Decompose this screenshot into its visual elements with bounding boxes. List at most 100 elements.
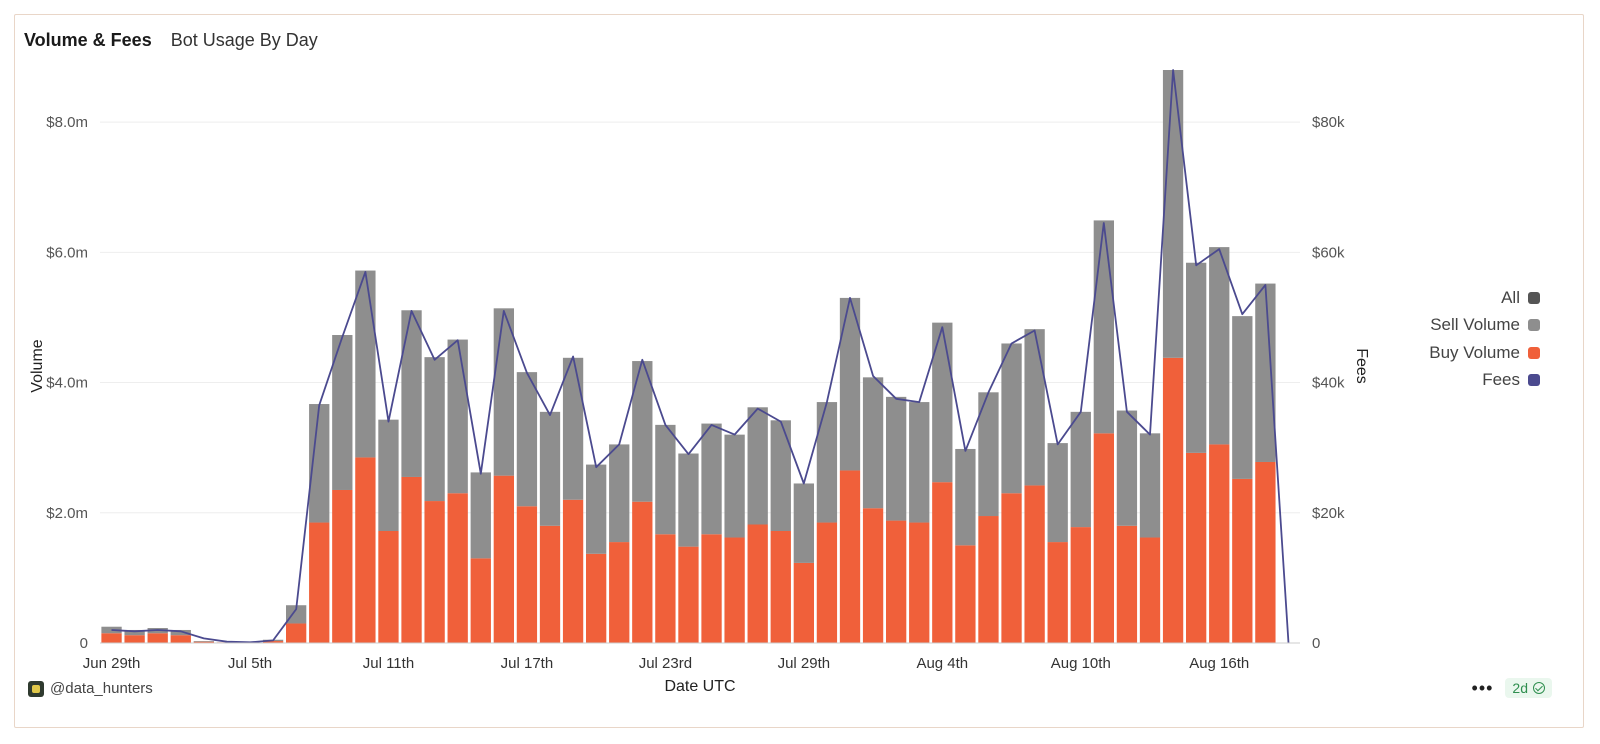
x-tick-label: Jul 17th — [501, 655, 554, 672]
sell-volume-bar — [1209, 247, 1230, 445]
buy-volume-bar — [355, 457, 376, 643]
more-options-button[interactable]: ••• — [1471, 678, 1494, 698]
buy-volume-bar — [539, 525, 561, 643]
fees-line — [111, 69, 1290, 644]
sell-volume-bar — [309, 404, 330, 523]
legend-item-buy-volume[interactable]: Buy Volume — [1429, 339, 1540, 367]
sell-volume-bar — [724, 434, 745, 538]
legend-swatch — [1528, 291, 1540, 304]
buy-volume-bar — [170, 635, 191, 643]
sell-volume-bar — [701, 423, 722, 535]
sell-volume-bar — [839, 297, 861, 471]
buy-volume-bar — [378, 531, 399, 643]
legend-swatch — [1528, 346, 1540, 359]
sell-volume-bar — [539, 411, 561, 526]
author-credit[interactable]: @data_hunters — [28, 680, 153, 697]
sell-volume-bar — [470, 472, 491, 559]
buy-volume-bar — [401, 476, 422, 643]
x-tick-label: Aug 16th — [1189, 655, 1249, 672]
freshness-label: 2d — [1512, 680, 1528, 696]
buy-volume-bar — [1047, 542, 1068, 643]
x-tick-label: Jul 29th — [778, 655, 831, 672]
sell-volume-bar — [609, 444, 630, 543]
sell-volume-bar — [932, 322, 953, 483]
sell-volume-bar — [862, 377, 884, 509]
sell-volume-bar — [586, 464, 607, 554]
fees-line-path — [111, 69, 1290, 644]
legend-item-fees[interactable]: Fees — [1429, 367, 1540, 395]
y-tick-label: $2.0m — [46, 505, 88, 522]
chart-subtitle: Bot Usage By Day — [170, 30, 318, 50]
sell-volume-bar — [1116, 410, 1138, 526]
sell-volume-bar — [170, 629, 191, 636]
buy-volume-bar — [309, 522, 330, 643]
buy-volume-bar — [1024, 485, 1045, 643]
sell-volume-bar — [1232, 316, 1253, 479]
x-tick-label: Jul 5th — [228, 655, 272, 672]
y2-tick-label: $20k — [1312, 505, 1345, 522]
sell-volume-bar — [978, 392, 999, 517]
legend-label: Buy Volume — [1429, 342, 1520, 362]
buy-volume-bar — [816, 522, 838, 643]
sell-volume-bar — [493, 308, 514, 476]
sell-volume-bar — [193, 641, 214, 642]
buy-volume-bar — [124, 635, 145, 643]
sell-volume-bar — [816, 402, 838, 523]
buy-volume-bar — [1232, 478, 1253, 643]
legend-label: Sell Volume — [1430, 315, 1520, 335]
sell-volume-bar — [424, 357, 445, 502]
legend-label: All — [1501, 287, 1520, 307]
x-axis-title: Date UTC — [664, 678, 735, 695]
legend-item-sell-volume[interactable]: Sell Volume — [1429, 312, 1540, 340]
sell-volume-bar — [747, 407, 768, 525]
buy-volume-bar — [516, 506, 538, 643]
y-tick-label: 0 — [80, 635, 88, 652]
buy-volume-bar — [493, 475, 514, 643]
legend-swatch — [1528, 319, 1540, 332]
buy-volume-bar — [1139, 537, 1161, 643]
sell-volume-bar — [909, 402, 930, 523]
y2-tick-label: 0 — [1312, 635, 1320, 652]
buy-volume-bar — [978, 516, 999, 643]
buy-volume-bar — [1162, 357, 1184, 643]
sell-volume-bar — [632, 361, 653, 502]
buy-volume-bar — [701, 534, 722, 643]
sell-volume-bar — [1070, 411, 1091, 528]
buy-volume-bar — [562, 499, 584, 643]
sell-volume-bar — [447, 339, 468, 494]
x-tick-label: Jul 11th — [363, 655, 414, 672]
sell-volume-bar — [124, 629, 145, 636]
sell-volume-bar — [793, 483, 814, 563]
freshness-badge[interactable]: 2d — [1505, 678, 1552, 698]
buy-volume-bar — [1070, 527, 1091, 643]
buy-volume-bar — [332, 489, 353, 643]
buy-volume-bar — [678, 546, 699, 643]
buy-volume-bar — [424, 501, 445, 643]
legend-label: Fees — [1482, 370, 1520, 390]
sell-volume-bar — [355, 270, 376, 458]
sell-volume-bar — [655, 424, 676, 535]
y-tick-label: $6.0m — [46, 244, 88, 261]
buy-volume-bar — [886, 520, 907, 643]
y-tick-label: $8.0m — [46, 114, 88, 131]
legend-item-all[interactable]: All — [1429, 284, 1540, 312]
buy-volume-bar — [447, 493, 468, 643]
y2-tick-label: $80k — [1312, 114, 1345, 131]
check-circle-icon — [1533, 682, 1545, 694]
author-handle: @data_hunters — [50, 680, 153, 697]
legend: All Sell Volume Buy Volume Fees — [1429, 284, 1540, 394]
buy-volume-bar — [747, 524, 768, 643]
x-tick-label: Jun 29th — [83, 655, 141, 672]
sell-volume-bar — [1255, 283, 1276, 462]
sell-volume-bar — [955, 448, 976, 546]
y-axis-title: Volume — [29, 339, 46, 392]
y2-tick-label: $60k — [1312, 244, 1345, 261]
buy-volume-bar — [1116, 525, 1138, 643]
buy-volume-bar — [286, 623, 307, 643]
buy-volume-bar — [1001, 493, 1022, 643]
sell-volume-bar — [562, 357, 584, 500]
buy-volume-bar — [770, 531, 791, 643]
sell-volume-bar — [401, 310, 422, 477]
buy-volume-bar — [632, 501, 653, 643]
